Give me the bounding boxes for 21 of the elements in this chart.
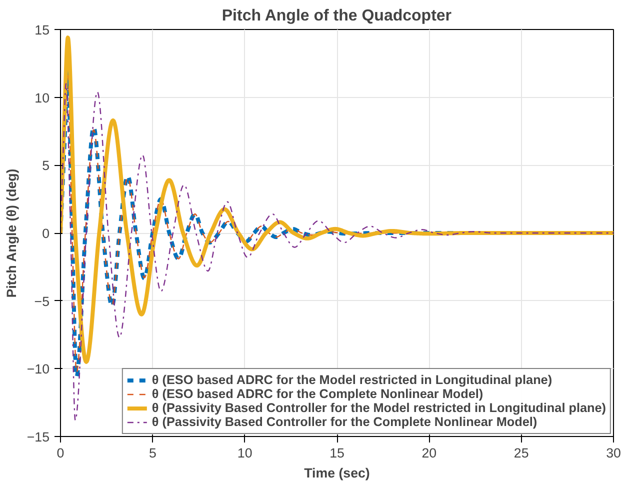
legend-label: θ (ESO based ADRC for the Complete Nonlinear Model): [152, 387, 484, 401]
y-tick-label: 15: [34, 22, 50, 38]
y-tick-label: 10: [34, 90, 50, 106]
x-tick-label: 25: [514, 446, 529, 460]
y-tick-label: −5: [34, 294, 50, 309]
y-tick-label: 0: [42, 226, 50, 241]
chart-title: Pitch Angle of the Quadcopter: [222, 8, 452, 24]
y-tick-label: 5: [42, 158, 50, 174]
legend-label: θ (Passivity Based Controller for the Model restricted in Longitudinal plane): [152, 401, 606, 415]
y-axis-title: Pitch Angle (θ) (deg): [4, 168, 19, 298]
x-tick-label: 30: [606, 446, 621, 460]
x-tick-label: 5: [148, 446, 156, 460]
legend-label: θ (Passivity Based Controller for the Complete Nonlinear Model): [152, 415, 538, 429]
y-tick-label: −10: [26, 362, 50, 377]
x-tick-label: 0: [56, 446, 64, 460]
x-axis-title: Time (sec): [304, 466, 370, 480]
y-tick-label: −15: [26, 430, 50, 444]
x-tick-label: 15: [330, 446, 344, 460]
legend-label: θ (ESO based ADRC for the Model restricted in Longitudinal plane): [152, 373, 552, 387]
x-tick-label: 20: [422, 446, 437, 460]
x-tick-label: 10: [237, 446, 252, 460]
